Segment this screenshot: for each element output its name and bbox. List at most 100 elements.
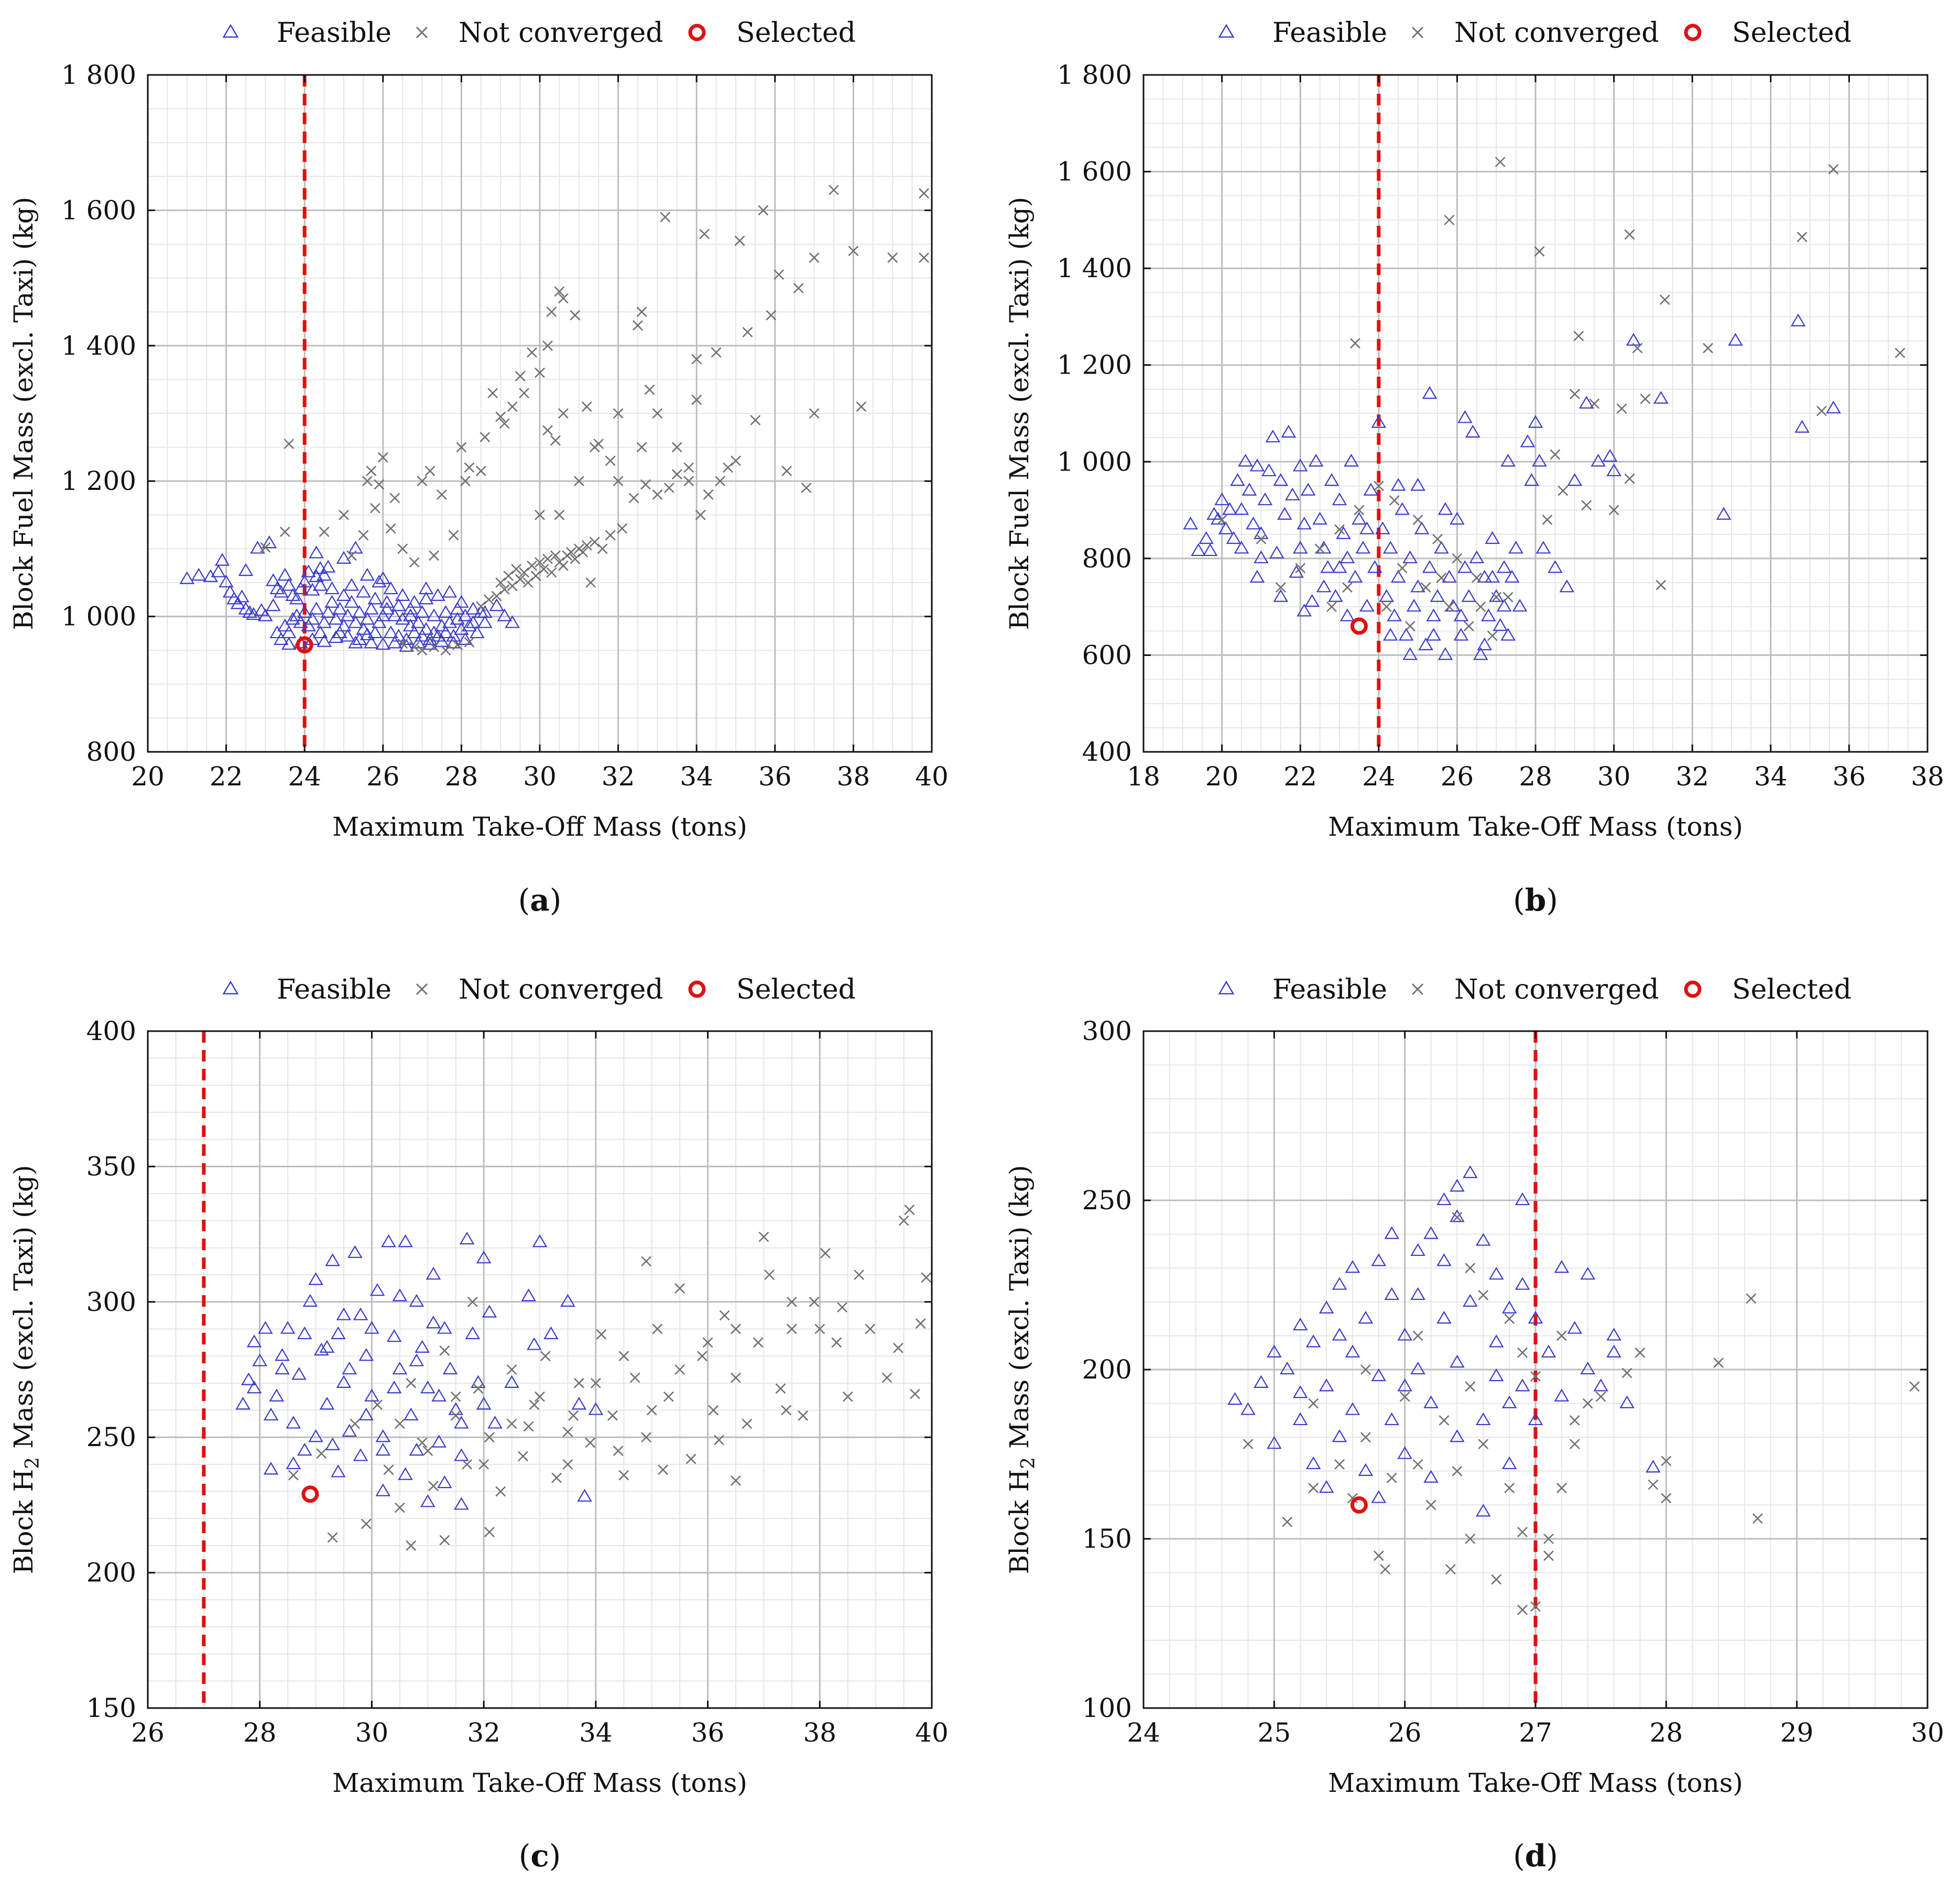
legend-selected-marker [688,24,706,41]
y-tick-label: 1 200 [61,466,136,496]
feasible-point [375,1442,391,1456]
feasible-point [1332,1328,1347,1341]
cross-stroke [1436,572,1447,583]
feasible-point [1501,1300,1517,1314]
feasible-point [1477,637,1493,651]
cross-stroke [372,1399,383,1410]
cross-stroke [1816,406,1827,417]
cross-stroke [518,1451,528,1462]
cross-stroke [437,489,447,500]
cross-stroke [1465,1263,1476,1274]
not-converged-point [540,1351,551,1362]
not-converged-point [1471,572,1482,583]
cross-stroke [568,1410,579,1421]
feasible-point [1292,458,1308,472]
cross-stroke [460,476,471,487]
cross-stroke [1661,1456,1672,1467]
cross-stroke [1543,1550,1554,1561]
cross-stroke [550,550,561,561]
feasible-point [285,611,301,625]
not-converged-point [613,476,624,487]
cross-stroke [1661,1493,1672,1504]
feasible-point [476,1397,492,1410]
x-tick-label: 36 [1833,761,1866,792]
feasible-point [497,608,512,621]
feasible-point [1436,1253,1452,1266]
cross-stroke [607,1410,618,1421]
feasible-point [342,1424,357,1437]
feasible-point [1277,507,1292,520]
not-converged-point [723,462,733,473]
not-converged-point [460,476,471,487]
feasible-point [409,1442,424,1456]
cross-stroke [1648,1479,1659,1490]
feasible-point [1242,483,1257,496]
feasible-point [269,1388,285,1402]
cross-stroke [1445,1564,1456,1575]
feasible-point [1450,1354,1465,1368]
not-converged-point [450,1391,461,1402]
series-feasible [235,1231,604,1510]
not-converged-point [422,1446,433,1456]
cross-stroke [495,411,506,422]
cross-stroke [1471,572,1482,583]
feasible-point [458,608,473,621]
cross-stroke [640,479,651,490]
cross-stroke [715,476,725,487]
legend-selected-marker [1684,24,1702,41]
not-converged-point [628,493,639,504]
not-converged-point [607,1410,618,1421]
not-converged-point [385,523,396,534]
cross-stroke [837,1302,847,1313]
feasible-point [527,1337,542,1350]
feasible-point [312,625,328,639]
not-converged-point [589,537,600,548]
not-converged-point [652,1323,663,1334]
feasible-point [1284,487,1300,501]
feasible-point [1344,454,1359,467]
feasible-point [1332,1429,1347,1442]
cross-stroke [1347,1493,1358,1504]
cross-stroke [554,286,565,297]
feasible-point [487,1416,503,1429]
cross-stroke [750,415,761,425]
feasible-point [179,571,195,584]
not-converged-point [1308,1398,1319,1409]
cross-stroke [480,432,491,443]
y-axis-label: Block Fuel Mass (excl. Taxi) (kg) [8,197,39,630]
feasible-point [1227,1392,1243,1405]
not-converged-point [439,1535,450,1546]
feasible-point [1332,560,1347,573]
not-converged-point [1326,601,1337,612]
cross-stroke [1640,393,1651,404]
cross-stroke [585,577,596,588]
feasible-point [403,1407,419,1421]
cross-stroke [617,523,627,534]
feasible-point [1434,541,1449,554]
y-tick-label: 300 [1082,1016,1132,1046]
cross-stroke [1275,582,1286,593]
not-converged-point [753,1337,764,1348]
cross-stroke [605,455,616,466]
feasible-point [1336,526,1351,539]
not-converged-point [581,401,592,412]
feasible-point [1397,1446,1412,1459]
feasible-point [336,618,352,632]
not-converged-point [1656,579,1667,590]
cross-stroke [362,476,373,487]
not-converged-point [658,1464,669,1475]
not-converged-point [535,367,545,378]
series-not-converged [288,1205,932,1551]
cross-stroke [1314,543,1325,554]
not-converged-point [820,1248,831,1259]
feasible-point [1463,1165,1478,1178]
x-axis-label: Maximum Take-Off Mass (tons) [1328,1768,1743,1798]
cross-stroke [742,327,753,337]
panel-caption: (d) [1513,1838,1558,1874]
selected-point [296,636,313,654]
feasible-point [235,1397,251,1410]
feasible-point [450,601,465,615]
cross-stroke [1502,592,1513,603]
feasible-point [348,615,363,628]
feasible-point [304,611,320,625]
